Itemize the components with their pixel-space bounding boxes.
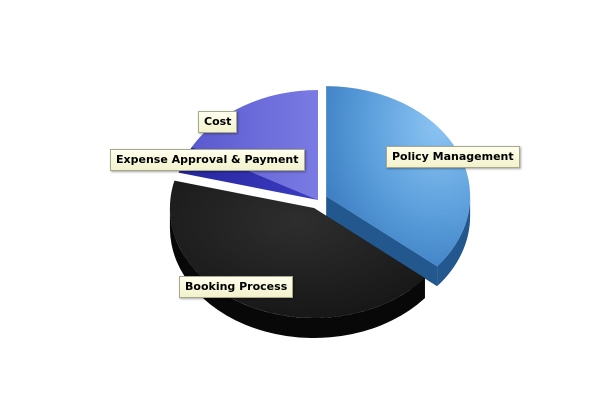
slice-group-policy-management <box>326 86 471 287</box>
slice-wall-policy-management <box>326 196 438 287</box>
slice-side-policy-management <box>437 196 471 287</box>
slice-label-cost: Cost <box>198 111 238 133</box>
slice-label-policy-management: Policy Management <box>386 146 520 168</box>
slice-policy-management <box>326 86 471 267</box>
slice-side-booking-process <box>169 208 425 339</box>
slice-label-expense-approval-payment: Expense Approval & Payment <box>110 149 305 171</box>
slice-label-booking-process: Booking Process <box>179 276 294 298</box>
